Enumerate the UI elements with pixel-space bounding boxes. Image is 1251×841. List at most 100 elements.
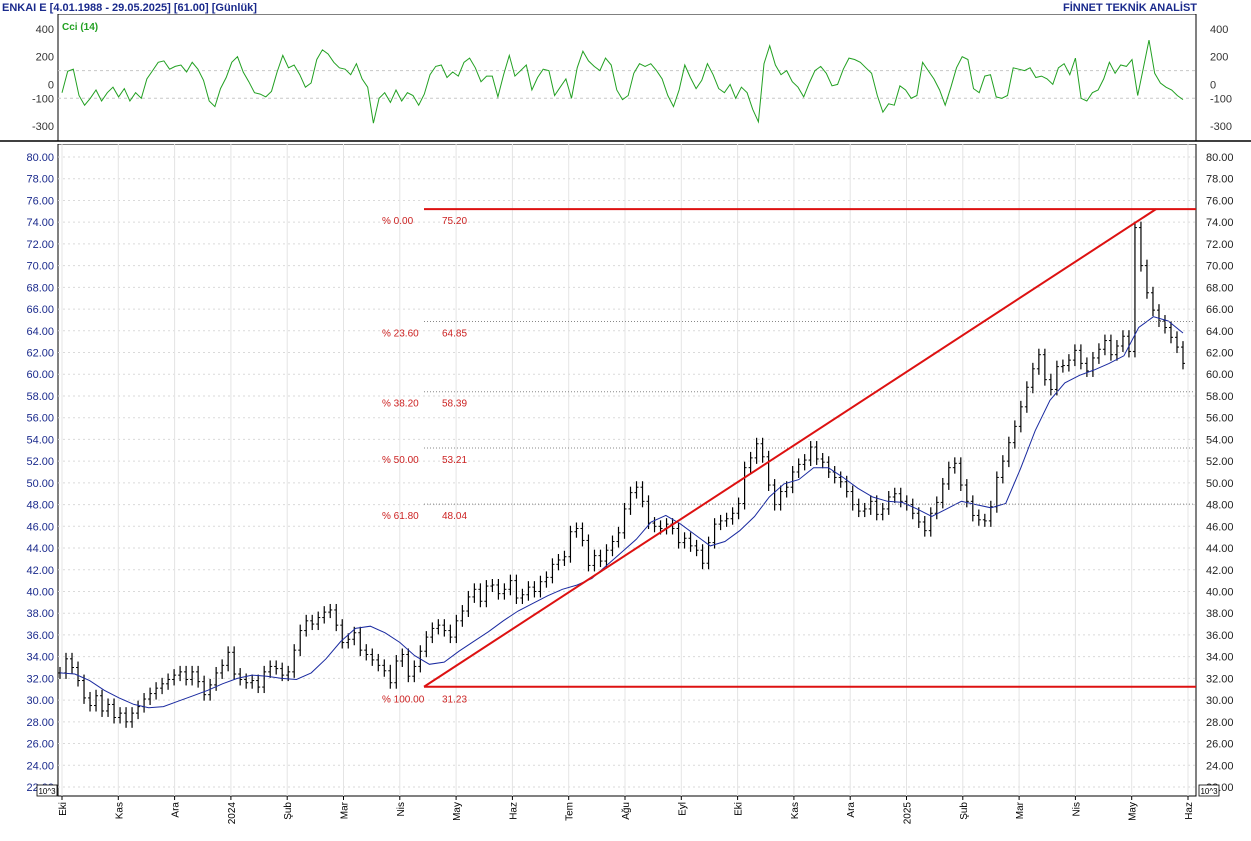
x-tick-label: Tem [565, 802, 576, 821]
scale-box-right-label: 10^3 [1200, 787, 1218, 796]
cci-tick-label-left: 0 [48, 79, 54, 91]
price-tick-label-left: 48.00 [26, 500, 54, 512]
x-tick-label: Ağu [621, 802, 632, 820]
price-tick-label-left: 66.00 [26, 304, 54, 316]
cci-tick-label-right: -100 [1210, 93, 1232, 105]
moving-average-line [59, 316, 1184, 709]
price-tick-label-left: 72.00 [26, 239, 54, 251]
cci-tick-label-left: 400 [36, 24, 54, 36]
price-tick-label-right: 80.00 [1206, 152, 1234, 164]
fib-value-label: 31.23 [442, 695, 467, 706]
x-tick-label: Eyl [677, 802, 688, 816]
price-tick-label-right: 38.00 [1206, 608, 1234, 620]
price-tick-label-left: 58.00 [26, 391, 54, 403]
fib-percent-label: % 61.80 [382, 511, 419, 522]
fib-percent-label: % 100.00 [382, 695, 425, 706]
x-tick-label: Ara [846, 802, 857, 818]
fib-value-label: 53.21 [442, 455, 467, 466]
price-panel: 80.00 80.00 78.00 78.00 76.00 76.00 74.00 74.00… [26, 144, 1234, 825]
x-tick-label: 2024 [227, 802, 238, 825]
price-tick-label-right: 52.00 [1206, 456, 1234, 468]
price-tick-label-left: 40.00 [26, 586, 54, 598]
price-tick-label-left: 44.00 [26, 543, 54, 555]
price-tick-label-left: 54.00 [26, 434, 54, 446]
price-tick-label-right: 42.00 [1206, 565, 1234, 577]
price-tick-label-right: 60.00 [1206, 369, 1234, 381]
x-tick-label: May [1128, 802, 1139, 821]
price-tick-label-left: 24.00 [26, 760, 54, 772]
price-tick-label-left: 68.00 [26, 282, 54, 294]
fib-value-label: 58.39 [442, 399, 467, 410]
cci-tick-label-right: 0 [1210, 79, 1216, 91]
cci-tick-label-right: 200 [1210, 52, 1228, 64]
price-tick-label-right: 68.00 [1206, 282, 1234, 294]
price-tick-label-right: 76.00 [1206, 195, 1234, 207]
price-tick-label-right: 34.00 [1206, 652, 1234, 664]
price-tick-label-right: 28.00 [1206, 717, 1234, 729]
price-tick-label-right: 78.00 [1206, 174, 1234, 186]
x-tick-label: Mar [1015, 801, 1026, 819]
cci-legend-label: Cci (14) [62, 22, 98, 33]
price-tick-label-right: 56.00 [1206, 413, 1234, 425]
price-tick-label-left: 78.00 [26, 174, 54, 186]
price-tick-label-right: 66.00 [1206, 304, 1234, 316]
fib-value-label: 75.20 [442, 216, 467, 227]
cci-tick-label-left: 200 [36, 52, 54, 64]
price-tick-label-right: 40.00 [1206, 586, 1234, 598]
fib-percent-label: % 0.00 [382, 216, 414, 227]
price-frame [57, 144, 1197, 797]
fib-percent-label: % 50.00 [382, 455, 419, 466]
price-tick-label-right: 62.00 [1206, 348, 1234, 360]
fib-percent-label: % 38.20 [382, 399, 419, 410]
x-tick-label: Eki [58, 802, 69, 816]
x-tick-label: Şub [959, 802, 970, 820]
scale-box-right [1198, 784, 1220, 797]
price-tick-label-left: 36.00 [26, 630, 54, 642]
price-tick-label-left: 52.00 [26, 456, 54, 468]
cci-tick-label-right: -300 [1210, 121, 1232, 133]
cci-frame [57, 14, 1197, 142]
price-tick-label-left: 56.00 [26, 413, 54, 425]
price-tick-label-left: 28.00 [26, 717, 54, 729]
scale-box-left [36, 784, 58, 797]
price-tick-label-right: 58.00 [1206, 391, 1234, 403]
x-tick-label: Ara [171, 802, 182, 818]
price-tick-label-left: 64.00 [26, 326, 54, 338]
price-tick-label-right: 70.00 [1206, 261, 1234, 273]
cci-line [61, 40, 1184, 124]
price-tick-label-right: 74.00 [1206, 217, 1234, 229]
x-tick-label: 2025 [903, 802, 914, 825]
price-tick-label-left: 26.00 [26, 739, 54, 751]
x-tick-label: Şub [283, 802, 294, 820]
price-tick-label-left: 38.00 [26, 608, 54, 620]
cci-tick-label-left: -300 [32, 121, 54, 133]
price-tick-label-left: 62.00 [26, 348, 54, 360]
price-tick-label-left: 30.00 [26, 695, 54, 707]
price-tick-label-left: 60.00 [26, 369, 54, 381]
fib-percent-label: % 23.60 [382, 329, 419, 340]
x-tick-label: Kas [790, 802, 801, 819]
price-tick-label-right: 32.00 [1206, 673, 1234, 685]
cci-tick-label-right: 400 [1210, 24, 1228, 36]
price-tick-label-left: 50.00 [26, 478, 54, 490]
price-tick-label-right: 26.00 [1206, 739, 1234, 751]
price-tick-label-right: 46.00 [1206, 521, 1234, 533]
price-tick-label-left: 34.00 [26, 652, 54, 664]
x-tick-label: Haz [508, 802, 519, 820]
price-tick-label-left: 76.00 [26, 195, 54, 207]
trend-line [423, 208, 1157, 688]
price-tick-label-left: 46.00 [26, 521, 54, 533]
price-tick-label-right: 36.00 [1206, 630, 1234, 642]
x-tick-label: Haz [1184, 802, 1195, 820]
price-tick-label-left: 80.00 [26, 152, 54, 164]
brand-label: FİNNET TEKNİK ANALİST [1062, 2, 1197, 14]
price-tick-label-left: 74.00 [26, 217, 54, 229]
price-tick-label-right: 24.00 [1206, 760, 1234, 772]
price-tick-label-right: 54.00 [1206, 434, 1234, 446]
cci-tick-label-left: -100 [32, 93, 54, 105]
x-tick-label: Nis [396, 802, 407, 816]
x-tick-label: Mar [340, 801, 351, 819]
price-tick-label-right: 30.00 [1206, 695, 1234, 707]
price-tick-label-left: 70.00 [26, 261, 54, 273]
scale-box-left-label: 10^3 [38, 787, 56, 796]
